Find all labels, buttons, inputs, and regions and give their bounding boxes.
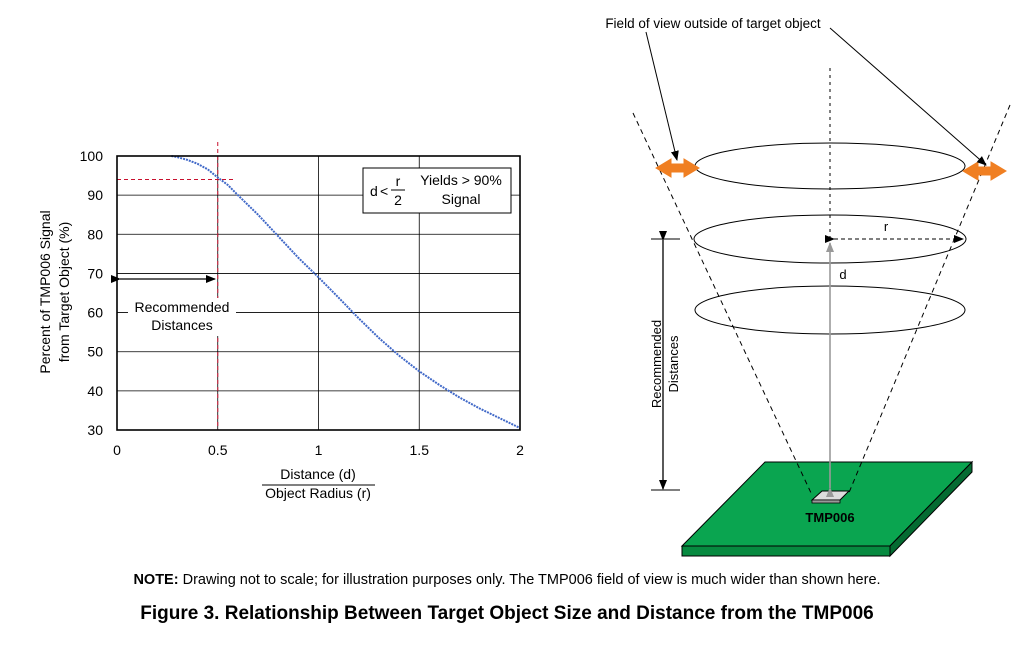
- x-axis-label-denominator: Object Radius (r): [265, 485, 371, 501]
- series-line: [171, 155, 521, 429]
- recommended-label-line1: Recommended: [135, 299, 230, 315]
- note-text: Drawing not to scale; for illustration p…: [178, 572, 881, 588]
- field-of-view-diagram: TMP006 d r Recommended Distances Field o…: [605, 16, 1011, 558]
- formula-lt: <: [380, 183, 388, 199]
- y-tick-label: 100: [80, 148, 104, 164]
- y-tick-label: 40: [87, 383, 103, 399]
- y-axis-label-line1: Percent of TMP006 Signal: [37, 210, 53, 373]
- plot-frame: [116, 155, 521, 431]
- y-axis-label-line2: from Target Object (%): [56, 222, 72, 363]
- r-label: r: [884, 219, 889, 234]
- formula-r: r: [396, 173, 401, 189]
- x-tick-label: 0.5: [208, 442, 228, 458]
- sensor-label: TMP006: [805, 510, 854, 525]
- pcb-board-top: [680, 461, 974, 547]
- formula-d: d: [370, 183, 378, 199]
- y-tick-label: 70: [87, 265, 103, 281]
- formula-2: 2: [394, 192, 402, 208]
- y-tick-label: 80: [87, 226, 103, 242]
- x-tick-label: 1.5: [410, 442, 430, 458]
- fov-leader-left: [645, 31, 679, 161]
- x-tick-label: 0: [113, 442, 121, 458]
- d-label: d: [839, 267, 846, 282]
- pcb-board-front: [681, 545, 891, 557]
- y-tick-label: 60: [87, 305, 103, 321]
- fov-leader-right: [829, 27, 987, 166]
- yields-line1: Yields > 90%: [420, 172, 502, 188]
- x-tick-label: 2: [516, 442, 524, 458]
- yields-line2: Signal: [442, 191, 481, 207]
- left-orange-double-arrow: [655, 158, 700, 178]
- note-prefix: NOTE:: [133, 572, 179, 588]
- x-tick-label: 1: [315, 442, 323, 458]
- figure-caption: Figure 3. Relationship Between Target Ob…: [140, 603, 874, 624]
- x-tick-labels: 0 0.5 1 1.5 2: [113, 442, 524, 458]
- y-tick-labels: 30 40 50 60 70 80 90 100: [80, 148, 104, 438]
- recommended-vertical-line2: Distances: [666, 335, 681, 393]
- tmp006-chip-side: [811, 499, 841, 504]
- y-tick-label: 90: [87, 187, 103, 203]
- y-tick-label: 50: [87, 344, 103, 360]
- right-orange-double-arrow: [962, 161, 1007, 181]
- x-axis-label-numerator: Distance (d): [280, 466, 355, 482]
- figure-note: NOTE: Drawing not to scale; for illustra…: [0, 572, 1014, 588]
- fov-right-edge: [847, 104, 1011, 496]
- recommended-label-line2: Distances: [151, 317, 212, 333]
- fov-label: Field of view outside of target object: [605, 16, 821, 31]
- recommended-label-bg: [128, 298, 236, 336]
- fov-left-edge: [632, 112, 813, 496]
- recommended-vertical-line1: Recommended: [649, 320, 664, 408]
- y-tick-label: 30: [87, 422, 103, 438]
- pcb-board-side: [889, 460, 973, 558]
- formula-box: [362, 167, 512, 214]
